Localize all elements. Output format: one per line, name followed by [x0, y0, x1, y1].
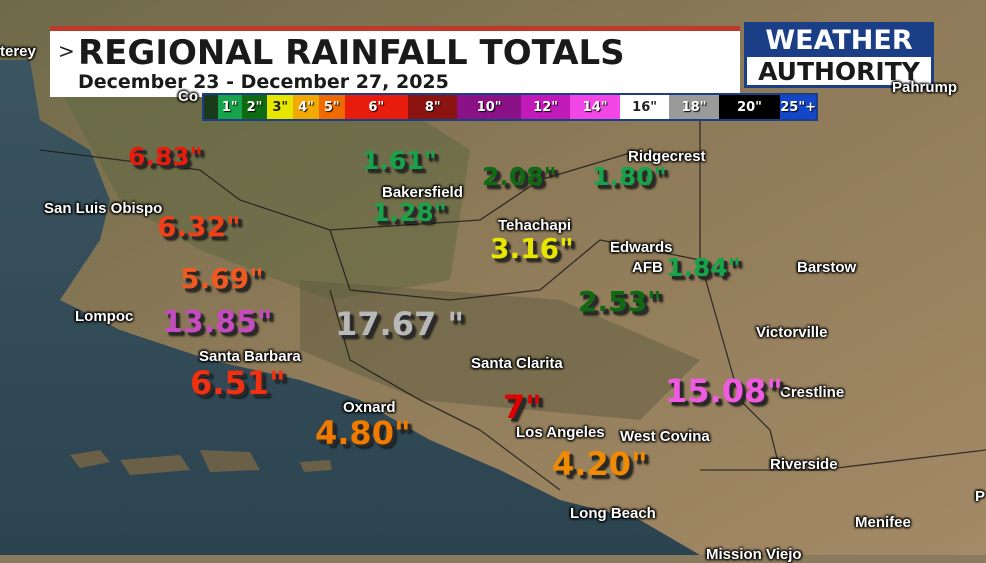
legend-swatch: 1" [217, 95, 242, 119]
rainfall-total: 5.69" [180, 262, 264, 295]
rainfall-total: 13.85" [162, 305, 273, 340]
rainfall-total: 6.83" [128, 142, 203, 171]
city-label-edwards: Edwards [610, 239, 673, 256]
banner-subtitle: December 23 - December 27, 2025 [78, 71, 449, 93]
rainfall-total: 4.80" [315, 414, 411, 452]
legend-swatch: 6" [344, 95, 408, 119]
city-label-santa-barbara: Santa Barbara [199, 348, 301, 365]
city-label-barstow: Barstow [797, 259, 857, 276]
legend-swatch: 10" [457, 95, 521, 119]
island [70, 450, 110, 468]
rainfall-total: 6.51" [190, 364, 286, 402]
city-label-coalinga: Co [178, 88, 198, 105]
city-label-santa-clarita: Santa Clarita [471, 355, 563, 372]
logo-line2: AUTHORITY [758, 57, 920, 86]
legend-swatch: 4" [293, 95, 319, 119]
rainfall-total: 6.32" [157, 210, 241, 243]
city-label-monterey: terey [0, 43, 36, 60]
valley-tint [60, 80, 470, 300]
rainfall-total: 3.16" [490, 232, 574, 265]
legend-swatch: 12" [520, 95, 571, 119]
rainfall-total: 17.67 " [335, 305, 465, 343]
legend-swatch: 16" [619, 95, 670, 119]
island [300, 460, 332, 472]
rainfall-total: 1.84" [666, 253, 741, 282]
legend-swatch: 3" [267, 95, 294, 119]
rainfall-total: 2.53" [578, 285, 662, 318]
city-label-oxnard: Oxnard [343, 399, 396, 416]
rainfall-total: 15.08" [665, 372, 783, 410]
city-label-ridgecrest: Ridgecrest [628, 148, 706, 165]
city-label-san-luis-obispo: San Luis Obispo [44, 200, 163, 217]
legend-swatch: 20" [718, 95, 781, 119]
legend-swatch: 14" [570, 95, 620, 119]
banner-title: REGIONAL RAINFALL TOTALS [78, 33, 625, 73]
legend-swatch: 25"+ [780, 95, 816, 119]
rainfall-total: 1.80" [592, 162, 667, 191]
city-label-p: P [975, 488, 986, 505]
rainfall-total: 1.61" [362, 146, 437, 175]
rainfall-total: 1.28" [372, 198, 447, 227]
logo-line1: WEATHER [747, 25, 931, 57]
city-label-lompoc: Lompoc [75, 308, 134, 325]
island [120, 455, 190, 475]
rainfall-legend: 1" 2" 3" 4" 5" 6" 8" 10" 12" 14" 16" 18"… [202, 93, 818, 121]
city-label-riverside: Riverside [770, 456, 838, 473]
legend-swatch: 2" [241, 95, 268, 119]
legend-swatch: 18" [669, 95, 719, 119]
county-lines [39, 110, 986, 491]
rainfall-total: 4.20" [552, 445, 648, 483]
chevron-right-icon: > [58, 39, 75, 63]
weather-authority-logo: WEATHER AUTHORITY [744, 22, 934, 88]
city-label-long-beach: Long Beach [570, 505, 656, 522]
legend-swatch: 8" [407, 95, 458, 119]
city-label-tehachapi: Tehachapi [498, 217, 572, 234]
legend-swatch [204, 95, 218, 119]
city-label-west-covina: West Covina [620, 428, 710, 445]
city-label-afb: AFB [632, 259, 663, 276]
city-label-bakersfield: Bakersfield [382, 184, 463, 201]
legend-swatch: 5" [318, 95, 345, 119]
city-label-menifee: Menifee [855, 514, 911, 531]
mountain-tint [300, 280, 700, 420]
city-label-pahrump: Pahrump [892, 79, 958, 96]
city-label-los-angeles: Los Angeles [516, 424, 605, 441]
island [200, 450, 260, 472]
city-label-crestline: Crestline [780, 384, 845, 401]
pacific-ocean [0, 60, 700, 555]
city-label-victorville: Victorville [756, 324, 828, 341]
title-banner: > REGIONAL RAINFALL TOTALS December 23 -… [50, 26, 740, 97]
rainfall-total: 2.08" [482, 162, 557, 191]
rainfall-total: 7" [503, 388, 542, 426]
